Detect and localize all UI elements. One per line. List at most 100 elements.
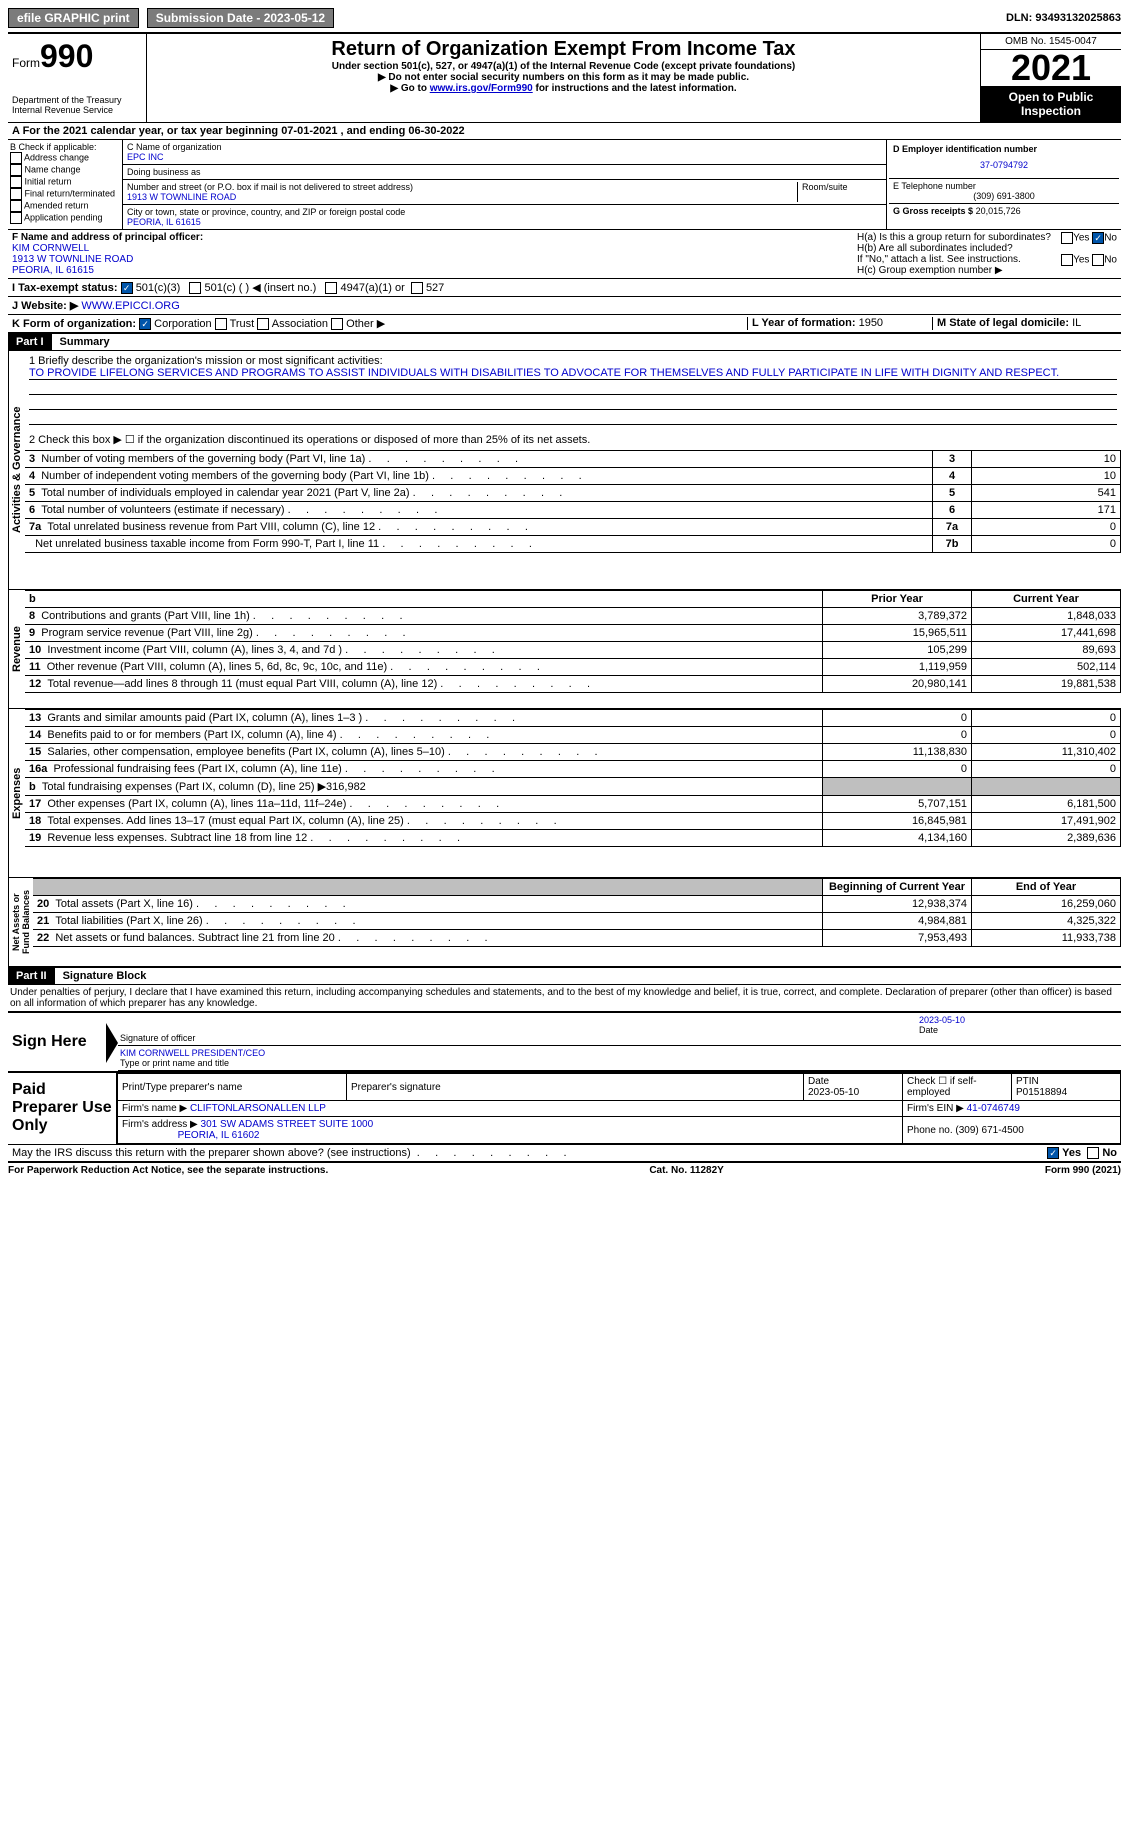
irs-no: No	[1102, 1147, 1117, 1159]
opt-4947: 4947(a)(1) or	[341, 282, 405, 294]
ha-yes-checkbox[interactable]	[1061, 232, 1073, 244]
website-value: WWW.EPICCI.ORG	[81, 300, 179, 312]
check-self: Check ☐ if self-employed	[903, 1074, 1012, 1101]
sig-officer-label: Signature of officer	[118, 1013, 917, 1046]
prep-date: 2023-05-10	[808, 1087, 859, 1098]
net-label: Net Assets or Fund Balances	[8, 878, 33, 966]
b-checkbox[interactable]	[10, 200, 22, 212]
phone-value: (309) 691-3800	[893, 191, 1115, 201]
officer-name-title: KIM CORNWELL PRESIDENT/CEO	[120, 1048, 1119, 1058]
addr-label: Number and street (or P.O. box if mail i…	[127, 182, 797, 192]
line-a-text: A For the 2021 calendar year, or tax yea…	[12, 125, 465, 137]
b-checkbox[interactable]	[10, 188, 22, 200]
i-label: I Tax-exempt status:	[12, 282, 118, 294]
ptin-label: PTIN	[1016, 1076, 1039, 1087]
hb-yes-checkbox[interactable]	[1061, 254, 1073, 266]
addr-value: 1913 W TOWNLINE ROAD	[127, 192, 797, 202]
line-a: A For the 2021 calendar year, or tax yea…	[8, 122, 1121, 139]
open-inspection: Open to Public Inspection	[981, 86, 1121, 122]
yes-label-2: Yes	[1073, 255, 1089, 266]
officer-addr2: PEORIA, IL 61615	[12, 265, 94, 276]
phone-label: E Telephone number	[893, 181, 1115, 191]
b-checkbox[interactable]	[10, 176, 22, 188]
city-value: PEORIA, IL 61615	[127, 217, 882, 227]
table-row: 13 Grants and similar amounts paid (Part…	[25, 710, 1121, 727]
irs-yes-checkbox[interactable]	[1047, 1147, 1059, 1159]
firm-ein-label: Firm's EIN ▶	[907, 1103, 964, 1114]
table-row: 3 Number of voting members of the govern…	[25, 451, 1121, 468]
part2-header: Part II Signature Block	[8, 966, 1121, 984]
line-m: M State of legal domicile: IL	[932, 317, 1117, 330]
opt-corp: Corporation	[154, 318, 211, 330]
preparer-table: Print/Type preparer's name Preparer's si…	[117, 1073, 1121, 1144]
527-checkbox[interactable]	[411, 282, 423, 294]
table-row: 15 Salaries, other compensation, employe…	[25, 744, 1121, 761]
header-center: Return of Organization Exempt From Incom…	[147, 34, 980, 122]
section-c: C Name of organization EPC INC Doing bus…	[123, 140, 887, 229]
firm-phone: (309) 671-4500	[955, 1125, 1023, 1136]
top-bar: efile GRAPHIC print Submission Date - 20…	[8, 8, 1121, 28]
governance-table: 3 Number of voting members of the govern…	[25, 450, 1121, 553]
line-klm: K Form of organization: Corporation Trus…	[8, 314, 1121, 332]
assoc-checkbox[interactable]	[257, 318, 269, 330]
ha-no-checkbox[interactable]	[1092, 232, 1104, 244]
name-label: C Name of organization	[127, 142, 882, 152]
table-row: 7a Total unrelated business revenue from…	[25, 519, 1121, 536]
b-item: Final return/terminated	[10, 188, 120, 200]
j-label: J Website: ▶	[12, 300, 78, 312]
firm-name-label: Firm's name ▶	[122, 1103, 187, 1114]
b-checkbox[interactable]	[10, 152, 22, 164]
footer: For Paperwork Reduction Act Notice, see …	[8, 1161, 1121, 1178]
no-label-2: No	[1104, 255, 1117, 266]
hb-no-checkbox[interactable]	[1092, 254, 1104, 266]
b-checkbox[interactable]	[10, 212, 22, 224]
b-item: Application pending	[10, 212, 120, 224]
dln: DLN: 93493132025863	[1006, 12, 1121, 24]
org-name: EPC INC	[127, 152, 882, 162]
firm-ein: 41-0746749	[967, 1103, 1020, 1114]
table-row: 14 Benefits paid to or for members (Part…	[25, 727, 1121, 744]
tax-year: 2021	[981, 50, 1121, 86]
gross-value: 20,015,726	[976, 206, 1021, 216]
501c-checkbox[interactable]	[189, 282, 201, 294]
subtitle-3: ▶ Go to www.irs.gov/Form990 for instruct…	[151, 83, 976, 94]
irs-link[interactable]: www.irs.gov/Form990	[430, 83, 533, 94]
section-b: B Check if applicable: Address change Na…	[8, 140, 123, 229]
other-checkbox[interactable]	[331, 318, 343, 330]
may-irs-label: May the IRS discuss this return with the…	[12, 1147, 411, 1159]
b-item: Name change	[10, 164, 120, 176]
section-h: H(a) Is this a group return for subordin…	[857, 232, 1117, 276]
table-row: 22 Net assets or fund balances. Subtract…	[33, 930, 1121, 947]
corp-checkbox[interactable]	[139, 318, 151, 330]
table-row: b Total fundraising expenses (Part IX, c…	[25, 778, 1121, 796]
501c3-checkbox[interactable]	[121, 282, 133, 294]
subtitle-1: Under section 501(c), 527, or 4947(a)(1)…	[151, 61, 976, 72]
trust-checkbox[interactable]	[215, 318, 227, 330]
ein-row: D Employer identification number 37-0794…	[889, 142, 1119, 179]
col-end: End of Year	[972, 879, 1121, 896]
opt-527: 527	[426, 282, 444, 294]
table-row: 21 Total liabilities (Part X, line 26)4,…	[33, 913, 1121, 930]
efile-button[interactable]: efile GRAPHIC print	[8, 8, 139, 28]
b-item: Initial return	[10, 176, 120, 188]
date-label: Date	[919, 1025, 1119, 1035]
col-prior: Prior Year	[823, 591, 972, 608]
section-fh: F Name and address of principal officer:…	[8, 229, 1121, 278]
table-row: 9 Program service revenue (Part VIII, li…	[25, 625, 1121, 642]
4947-checkbox[interactable]	[325, 282, 337, 294]
b-checkbox[interactable]	[10, 164, 22, 176]
part1-label: Part I	[8, 334, 52, 350]
irs-no-checkbox[interactable]	[1087, 1147, 1099, 1159]
form-header: Form990 Department of the Treasury Inter…	[8, 32, 1121, 122]
k-label: K Form of organization:	[12, 318, 136, 330]
hb-label: H(b) Are all subordinates included?	[857, 243, 1013, 254]
part2-title: Signature Block	[55, 968, 155, 984]
dba-label: Doing business as	[127, 167, 882, 177]
sig-date-cell: 2023-05-10 Date	[917, 1013, 1121, 1046]
line-k: K Form of organization: Corporation Trus…	[12, 317, 747, 330]
table-row: 18 Total expenses. Add lines 13–17 (must…	[25, 813, 1121, 830]
addr-row: Number and street (or P.O. box if mail i…	[123, 180, 886, 205]
table-row: 10 Investment income (Part VIII, column …	[25, 642, 1121, 659]
firm-name: CLIFTONLARSONALLEN LLP	[190, 1103, 326, 1114]
table-row: Net unrelated business taxable income fr…	[25, 536, 1121, 553]
